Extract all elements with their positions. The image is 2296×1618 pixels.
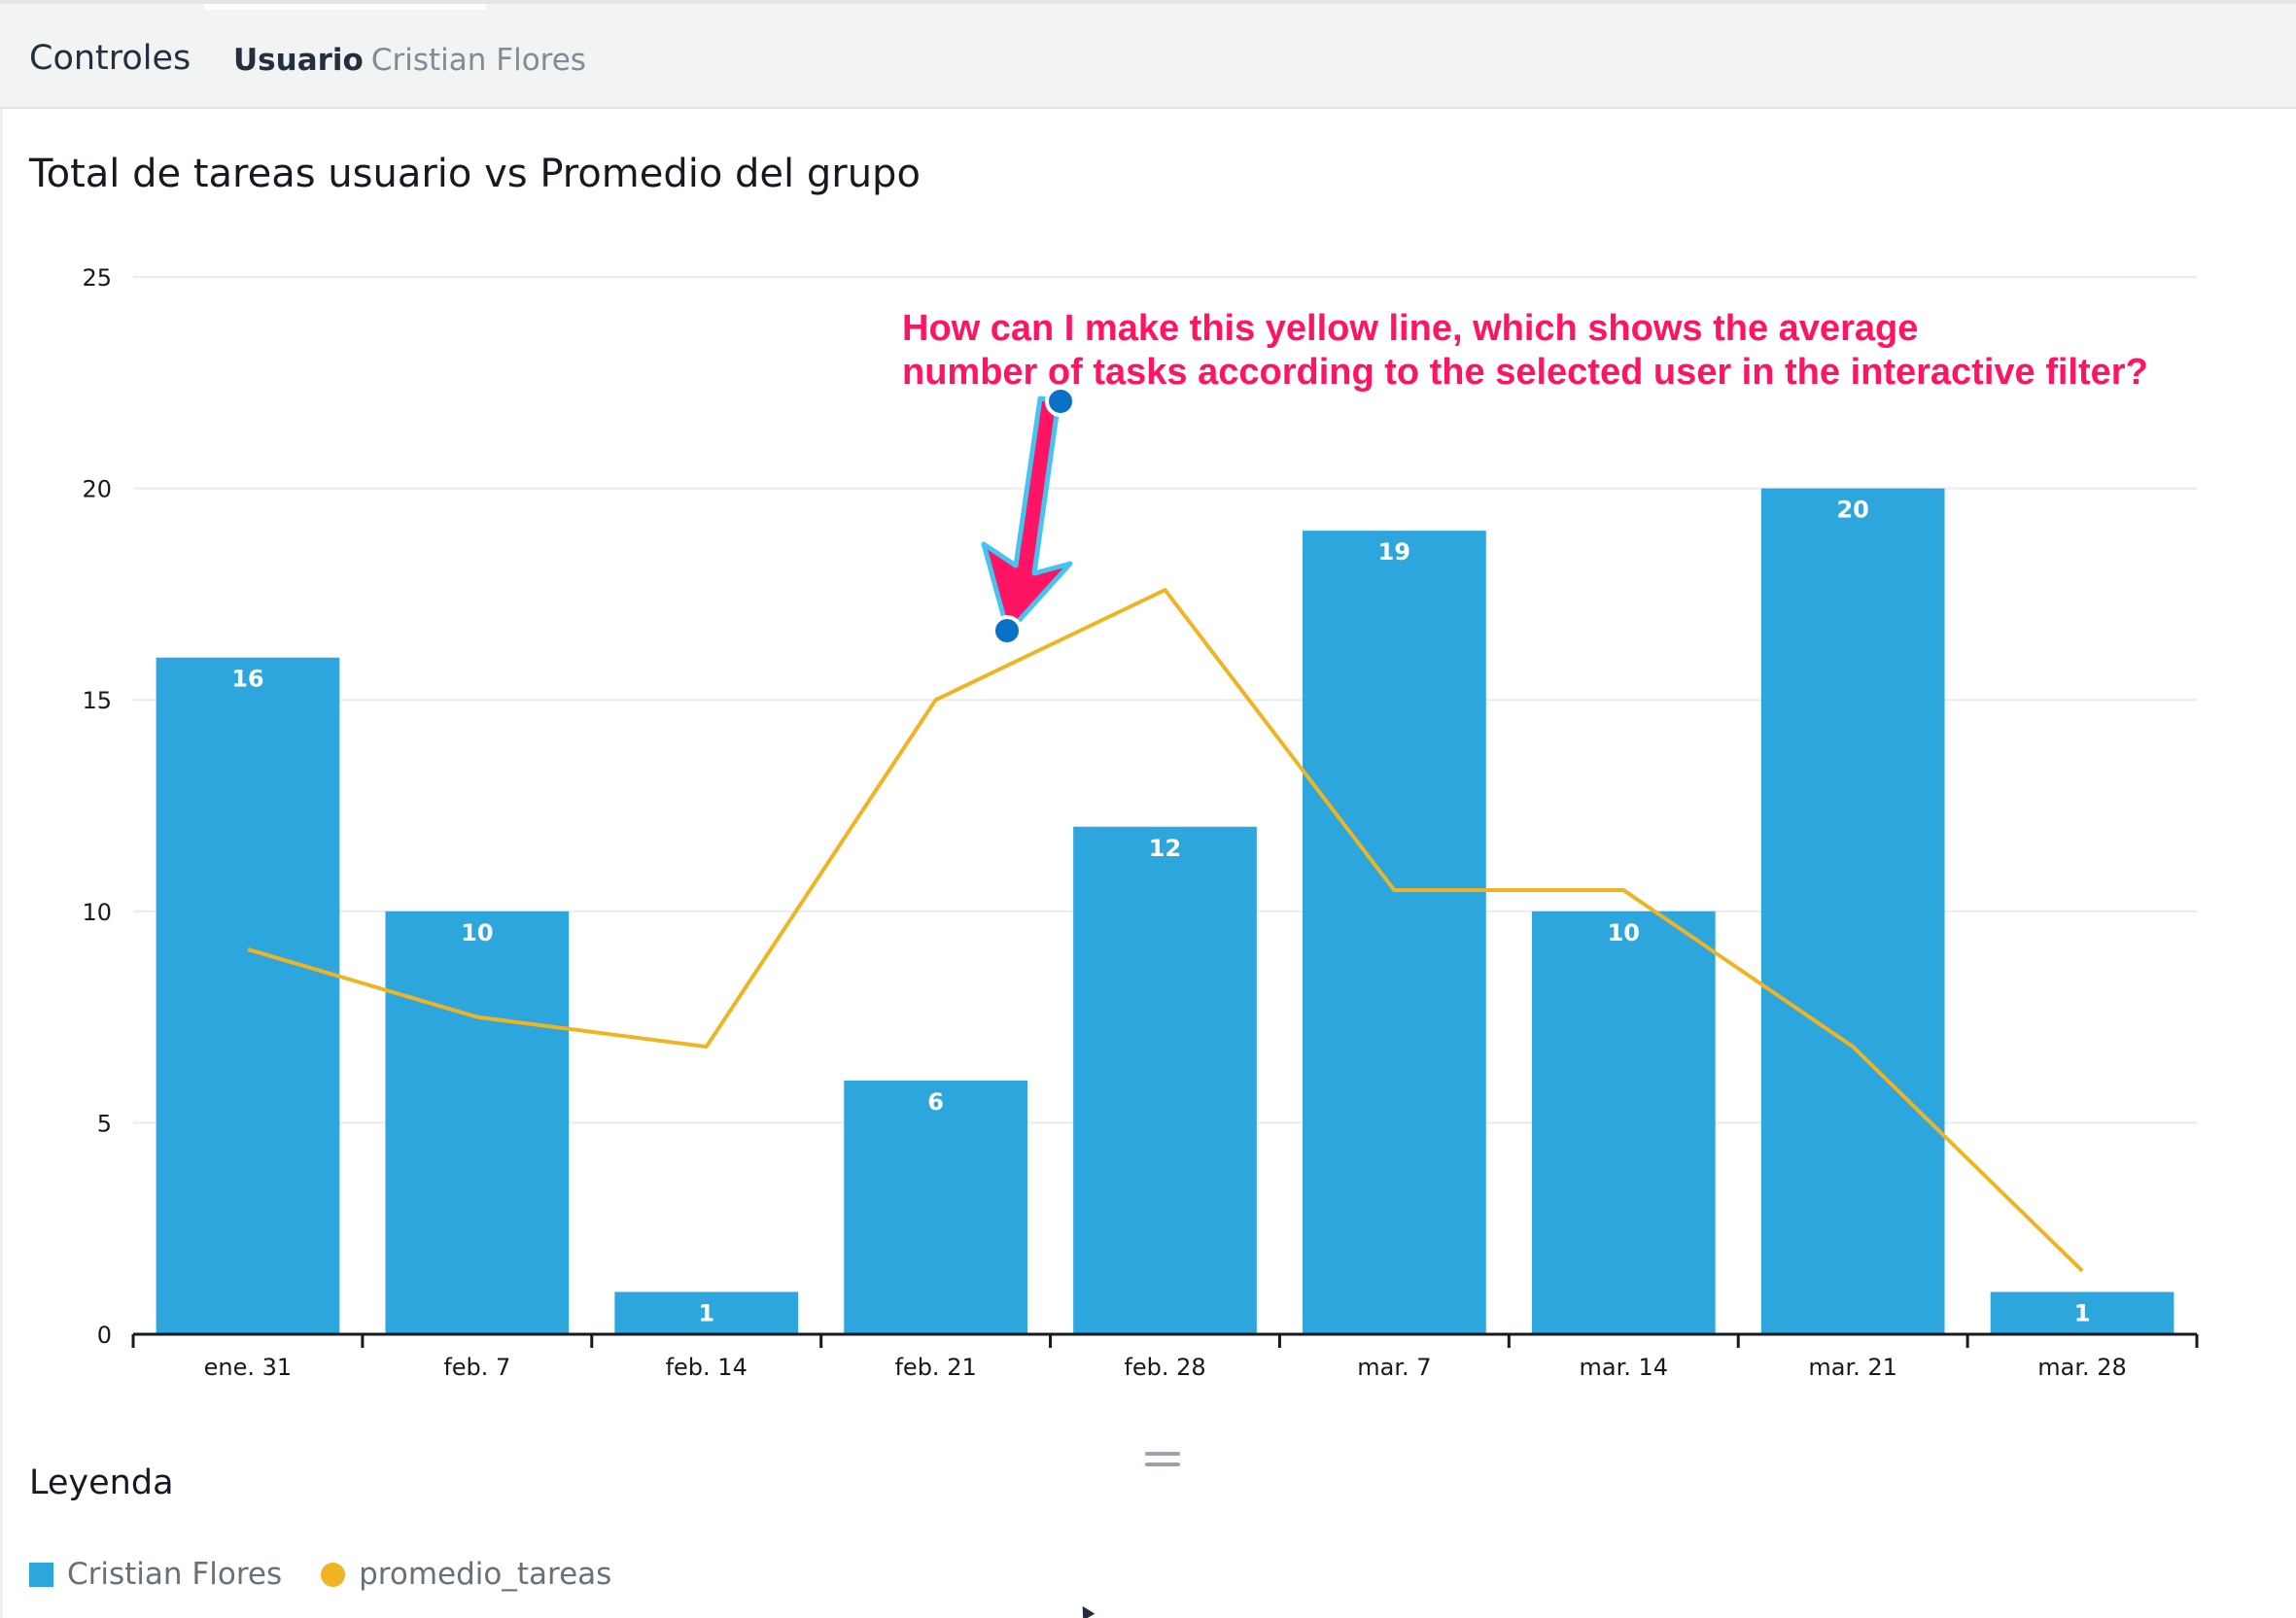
line-series: [247, 588, 2084, 1273]
legend-title: Leyenda: [29, 1463, 174, 1502]
bar[interactable]: [1303, 531, 1486, 1334]
bar-data-label: 16: [231, 666, 263, 693]
y-tick-label: 10: [82, 899, 112, 926]
bar[interactable]: [1073, 826, 1257, 1334]
user-filter-value[interactable]: Cristian Flores: [370, 43, 586, 78]
bar-data-label: 20: [1836, 497, 1868, 524]
legend-square-icon: [29, 1562, 53, 1587]
y-tick-label: 5: [97, 1110, 112, 1137]
controls-toggle[interactable]: Controles: [29, 39, 191, 78]
bar[interactable]: [844, 1080, 1027, 1334]
y-tick-label: 20: [82, 476, 112, 503]
annotation-start-marker: [1045, 386, 1076, 417]
bar[interactable]: [385, 911, 570, 1334]
bar[interactable]: [156, 657, 340, 1334]
chart-title: Total de tareas usuario vs Promedio del …: [29, 152, 921, 196]
y-tick-label: 15: [82, 687, 112, 714]
x-tick-label: feb. 7: [443, 1354, 510, 1381]
average-line[interactable]: [247, 588, 2084, 1273]
bar[interactable]: [1760, 488, 1945, 1335]
mouse-cursor-icon: [1076, 1602, 1096, 1618]
legend-item-line-series[interactable]: promedio_tareas: [321, 1557, 611, 1592]
bar-data-label: 10: [1608, 919, 1640, 947]
panel-edge: [0, 109, 3, 1618]
x-tick-label: ene. 31: [204, 1354, 293, 1381]
y-tick-label: 25: [82, 264, 112, 292]
annotation-arrow-icon: [981, 396, 1073, 636]
user-filter-label: Usuario: [233, 43, 364, 78]
controls-bar: Controles Usuario Cristian Flores: [0, 0, 2296, 109]
x-tick-label: feb. 14: [666, 1354, 748, 1381]
x-tick-label: feb. 28: [1124, 1354, 1205, 1381]
axes: ene. 31 feb. 7 feb. 14 feb. 21 feb. 28 mar. 7…: [131, 1332, 2199, 1381]
bar[interactable]: [614, 1291, 799, 1334]
bar-data-label: 6: [927, 1088, 944, 1116]
legend: Cristian Flores promedio_tareas: [29, 1557, 650, 1592]
bar[interactable]: [1531, 911, 1716, 1334]
user-filter-control[interactable]: Usuario Cristian Flores: [233, 43, 586, 78]
x-tick-label: mar. 21: [1808, 1354, 1897, 1381]
bar-data-label: 1: [698, 1299, 714, 1326]
bar-data-label: 10: [461, 919, 493, 947]
x-tick-label: mar. 28: [2037, 1354, 2127, 1381]
legend-dot-icon: [321, 1562, 346, 1587]
annotation-text-line-2: number of tasks according to the selecte…: [902, 352, 2148, 393]
legend-item-bar-series[interactable]: Cristian Flores: [29, 1557, 282, 1592]
legend-label-line-series: promedio_tareas: [359, 1557, 612, 1592]
x-tick-label: mar. 14: [1580, 1354, 1669, 1381]
legend-label-bar-series: Cristian Flores: [67, 1557, 283, 1592]
y-tick-label: 0: [97, 1322, 112, 1349]
annotation-overlay: How can I make this yellow line, which s…: [899, 305, 2151, 646]
annotation-end-marker: [991, 615, 1023, 646]
x-tick-label: mar. 7: [1357, 1354, 1431, 1381]
bar-data-label: 1: [2074, 1299, 2091, 1326]
bar-data-label: 19: [1378, 538, 1410, 566]
bar[interactable]: [1990, 1291, 2174, 1334]
resize-handle[interactable]: [1145, 1452, 1180, 1471]
controls-tab-indicator: [204, 4, 486, 10]
bar-data-label: 12: [1149, 835, 1181, 862]
x-tick-label: feb. 21: [894, 1354, 976, 1381]
annotation-text-line-1: How can I make this yellow line, which s…: [902, 308, 1918, 349]
